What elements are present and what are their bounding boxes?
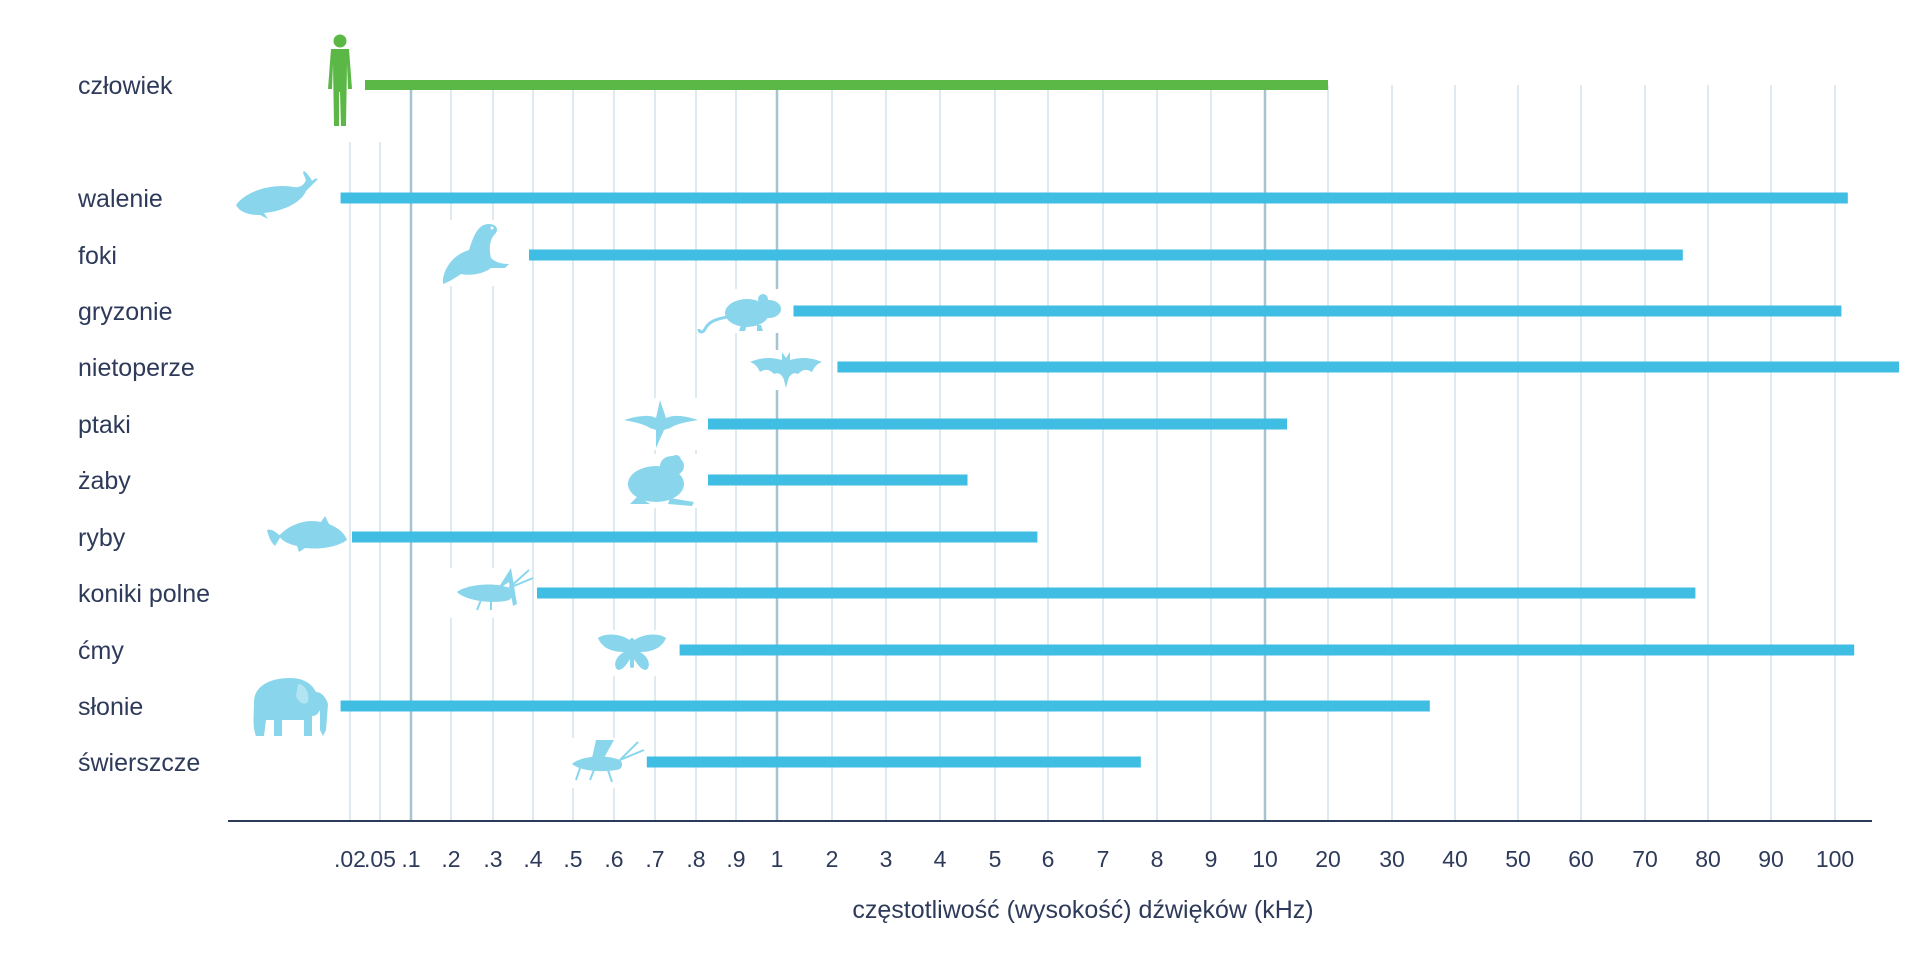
x-tick-label: .7 [645, 846, 664, 872]
x-tick-label: 40 [1442, 846, 1468, 872]
bar-animal [793, 305, 1842, 317]
x-tick-label: .05 [364, 846, 396, 872]
bar-animal [529, 249, 1683, 261]
whale-icon [234, 171, 318, 223]
x-tick-label: 10 [1252, 846, 1278, 872]
x-tick-label: 1 [771, 846, 784, 872]
x-tick-label: 100 [1816, 846, 1854, 872]
bar-animal [340, 192, 1848, 204]
x-tick-label: .6 [604, 846, 623, 872]
x-tick-label: 8 [1151, 846, 1164, 872]
x-tick-label: .8 [686, 846, 705, 872]
x-tick-label: .1 [401, 846, 420, 872]
bar-animal [837, 361, 1899, 373]
cricket-icon [555, 738, 645, 788]
grasshopper-icon [442, 568, 534, 618]
x-tick-labels: .02.05.1 .2 .3 .4 .5 .6 .7 .8 .9 1 2 3 4 5 6 7 8 9 10 20 30 4… [334, 846, 1854, 872]
x-tick-label: .4 [523, 846, 542, 872]
x-tick-label: 60 [1568, 846, 1594, 872]
x-axis-title: częstotliwość (wysokość) dźwięków (kHz) [852, 896, 1313, 924]
bar-animal [646, 756, 1141, 768]
row-label: świerszcze [78, 749, 200, 777]
moth-icon [596, 630, 668, 676]
x-tick-label: .9 [726, 846, 745, 872]
x-tick-label: .02 [334, 846, 366, 872]
x-tick-label: 90 [1758, 846, 1784, 872]
x-tick-label: 50 [1505, 846, 1531, 872]
bar-animal [708, 474, 968, 486]
rodent-icon [697, 289, 797, 334]
frog-icon [622, 454, 698, 508]
bird-icon [620, 398, 700, 450]
x-tick-label: 20 [1315, 846, 1341, 872]
row-label: walenie [77, 185, 163, 213]
row-labels: człowiek walenie foki gryzonie nietoperze pta… [77, 72, 210, 777]
x-tick-label: 7 [1097, 846, 1110, 872]
x-tick-label: 70 [1632, 846, 1658, 872]
human-icon [322, 34, 358, 130]
x-tick-label: 5 [989, 846, 1002, 872]
x-tick-label: .5 [563, 846, 582, 872]
x-tick-label: 3 [880, 846, 893, 872]
row-label: koniki polne [78, 580, 210, 608]
x-tick-label: 4 [934, 846, 947, 872]
x-tick-label: .3 [483, 846, 502, 872]
seal-icon [440, 220, 510, 286]
bar-animal [708, 418, 1288, 430]
bar-animal [537, 587, 1696, 599]
bar-human [365, 80, 1328, 90]
x-tick-label: 2 [826, 846, 839, 872]
bat-icon [746, 350, 826, 390]
x-tick-label: 6 [1042, 846, 1055, 872]
bar-animal [679, 644, 1855, 656]
row-label: foki [78, 242, 117, 270]
bar-animal [352, 531, 1038, 543]
animal-icons [234, 34, 826, 788]
row-label: gryzonie [78, 298, 173, 326]
row-label: ryby [78, 524, 126, 552]
x-tick-label: 80 [1695, 846, 1721, 872]
row-label: człowiek [78, 72, 173, 100]
row-label: nietoperze [78, 354, 195, 382]
bars [340, 80, 1899, 768]
x-tick-label: 9 [1205, 846, 1218, 872]
row-label: ćmy [78, 637, 124, 665]
fish-icon [265, 516, 347, 556]
row-label: ptaki [78, 411, 131, 439]
x-tick-label: 30 [1379, 846, 1405, 872]
x-tick-label: .2 [441, 846, 460, 872]
row-label: żaby [78, 467, 131, 495]
bar-animal [340, 700, 1430, 712]
grid [349, 85, 1836, 821]
row-label: słonie [78, 693, 143, 721]
elephant-icon [250, 674, 330, 740]
